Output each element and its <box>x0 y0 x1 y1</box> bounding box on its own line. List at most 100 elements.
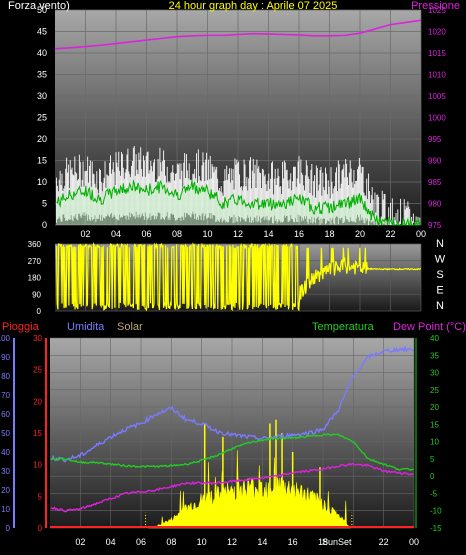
x-tick-label: 10 <box>202 229 212 239</box>
temp-tick-label: 25 <box>430 386 439 395</box>
humidity-tick-label: 90 <box>1 353 10 362</box>
chart-title: 24 hour graph day : Aprile 07 2025 <box>169 0 338 12</box>
humidity-tick-label: 10 <box>1 505 10 514</box>
humidity-tick-label: 80 <box>1 372 10 381</box>
temp-tick-label: 40 <box>430 334 439 343</box>
x-tick-label: 12 <box>233 229 243 239</box>
pressure-tick-label: 1000 <box>428 114 446 123</box>
wind-tick-label: 45 <box>37 27 47 37</box>
direction-tick-label: 90 <box>32 290 41 299</box>
x-tick-label: 02 <box>80 229 90 239</box>
rain-tick-label: 30 <box>33 334 42 343</box>
temperature-axis-ticks: -15 -10 -5 0 5 10 15 20 25 30 35 40 <box>430 334 442 533</box>
humidity-tick-label: 0 <box>6 524 11 533</box>
x-tick-label: 14 <box>257 537 267 547</box>
wind-title: Forza vento) <box>8 0 70 12</box>
wind-tick-label: 10 <box>37 177 47 187</box>
x-tick-label: 06 <box>136 537 146 547</box>
pressure-tick-label: 1020 <box>428 28 446 37</box>
temp-tick-label: -15 <box>430 524 442 533</box>
temp-tick-label: -10 <box>430 507 442 516</box>
direction-axis-ticks: 0 90 180 270 360 <box>28 240 42 316</box>
solar-area <box>148 450 351 529</box>
pressure-title: Pressione <box>411 0 460 12</box>
humidity-tick-label: 70 <box>1 391 10 400</box>
wind-axis-ticks: 0 5 10 15 20 25 30 35 40 45 50 <box>37 5 47 230</box>
temp-tick-label: 20 <box>430 403 439 412</box>
wind-tick-label: 5 <box>42 199 47 209</box>
x-tick-label: 00 <box>409 537 419 547</box>
humidity-line <box>50 345 414 463</box>
direction-letter: N <box>436 238 444 250</box>
pressure-line <box>54 19 422 50</box>
wind-tick-label: 0 <box>42 220 47 230</box>
humidity-tick-label: 20 <box>1 486 10 495</box>
average-wind-line <box>56 179 421 227</box>
x-tick-label: 06 <box>141 229 151 239</box>
direction-letter: N <box>436 300 444 312</box>
x-tick-label: 08 <box>166 537 176 547</box>
rain-tick-label: 15 <box>33 429 42 438</box>
direction-tick-label: 0 <box>37 307 42 316</box>
wind-tick-label: 50 <box>37 5 47 15</box>
temp-tick-label: 15 <box>430 420 439 429</box>
rain-label: Pioggia <box>2 321 40 333</box>
wind-tick-label: 25 <box>37 113 47 123</box>
temp-tick-label: 0 <box>430 472 435 481</box>
x-tick-label: 02 <box>75 537 85 547</box>
dewpoint-label: Dew Point (°C) <box>393 321 466 333</box>
temp-tick-label: 30 <box>430 369 439 378</box>
direction-tick-label: 270 <box>28 257 42 266</box>
pressure-series <box>54 19 422 50</box>
x-tick-label: 08 <box>172 229 182 239</box>
pressure-tick-label: 990 <box>428 157 442 166</box>
temp-tick-label: 5 <box>430 455 435 464</box>
x-tick-label: 22 <box>379 537 389 547</box>
temp-tick-label: -5 <box>430 489 438 498</box>
rain-axis-ticks: 0 5 10 15 20 25 30 <box>33 334 42 533</box>
direction-tick-label: 360 <box>28 240 42 249</box>
wind-direction-line <box>55 241 422 312</box>
direction-tick-label: 180 <box>28 274 42 283</box>
humidity-tick-label: 100 <box>0 334 11 343</box>
humidity-tick-label: 40 <box>1 448 10 457</box>
pressure-tick-label: 980 <box>428 200 442 209</box>
x-tick-label: 20 <box>355 229 365 239</box>
wind-tick-label: 40 <box>37 48 47 58</box>
direction-letter: E <box>436 285 443 297</box>
pressure-tick-label: 1015 <box>428 49 446 58</box>
x-tick-label: 22 <box>385 229 395 239</box>
direction-letter: S <box>436 269 443 281</box>
temperature-line <box>50 433 414 471</box>
wind-tick-label: 20 <box>37 134 47 144</box>
temp-x-ticks: 02 04 06 08 10 12 14 16 18 22 00 <box>75 537 419 547</box>
wind-tick-label: 15 <box>37 156 47 166</box>
pressure-tick-label: 995 <box>428 135 442 144</box>
x-tick-label: 00 <box>416 229 426 239</box>
x-tick-label: 10 <box>197 537 207 547</box>
dewpoint-line <box>50 462 414 513</box>
wind-direction-series <box>55 241 422 312</box>
x-tick-label: 04 <box>111 229 121 239</box>
pressure-tick-label: 1005 <box>428 92 446 101</box>
x-tick-label: 16 <box>294 229 304 239</box>
sunset-marker-label: Set <box>338 537 352 547</box>
sunrise-marker-label: Sun <box>322 537 338 547</box>
x-tick-label: 18 <box>324 229 334 239</box>
pressure-tick-label: 1025 <box>428 6 446 15</box>
temp-tick-label: 35 <box>430 351 439 360</box>
rain-tick-label: 5 <box>38 492 43 501</box>
humidity-label: Umidita <box>67 321 105 333</box>
x-tick-label: 16 <box>288 537 298 547</box>
humidity-tick-label: 50 <box>1 429 10 438</box>
pressure-axis-ticks: 975 980 985 990 995 1000 1005 1010 1015 1020 1025 <box>428 6 446 230</box>
x-tick-label: 12 <box>227 537 237 547</box>
rain-tick-label: 25 <box>33 366 42 375</box>
rain-tick-label: 20 <box>33 397 42 406</box>
wind-x-ticks: 02 04 06 08 10 12 14 16 18 20 22 00 <box>80 229 426 239</box>
pressure-tick-label: 1010 <box>428 71 446 80</box>
pressure-tick-label: 985 <box>428 178 442 187</box>
wind-tick-label: 30 <box>37 91 47 101</box>
